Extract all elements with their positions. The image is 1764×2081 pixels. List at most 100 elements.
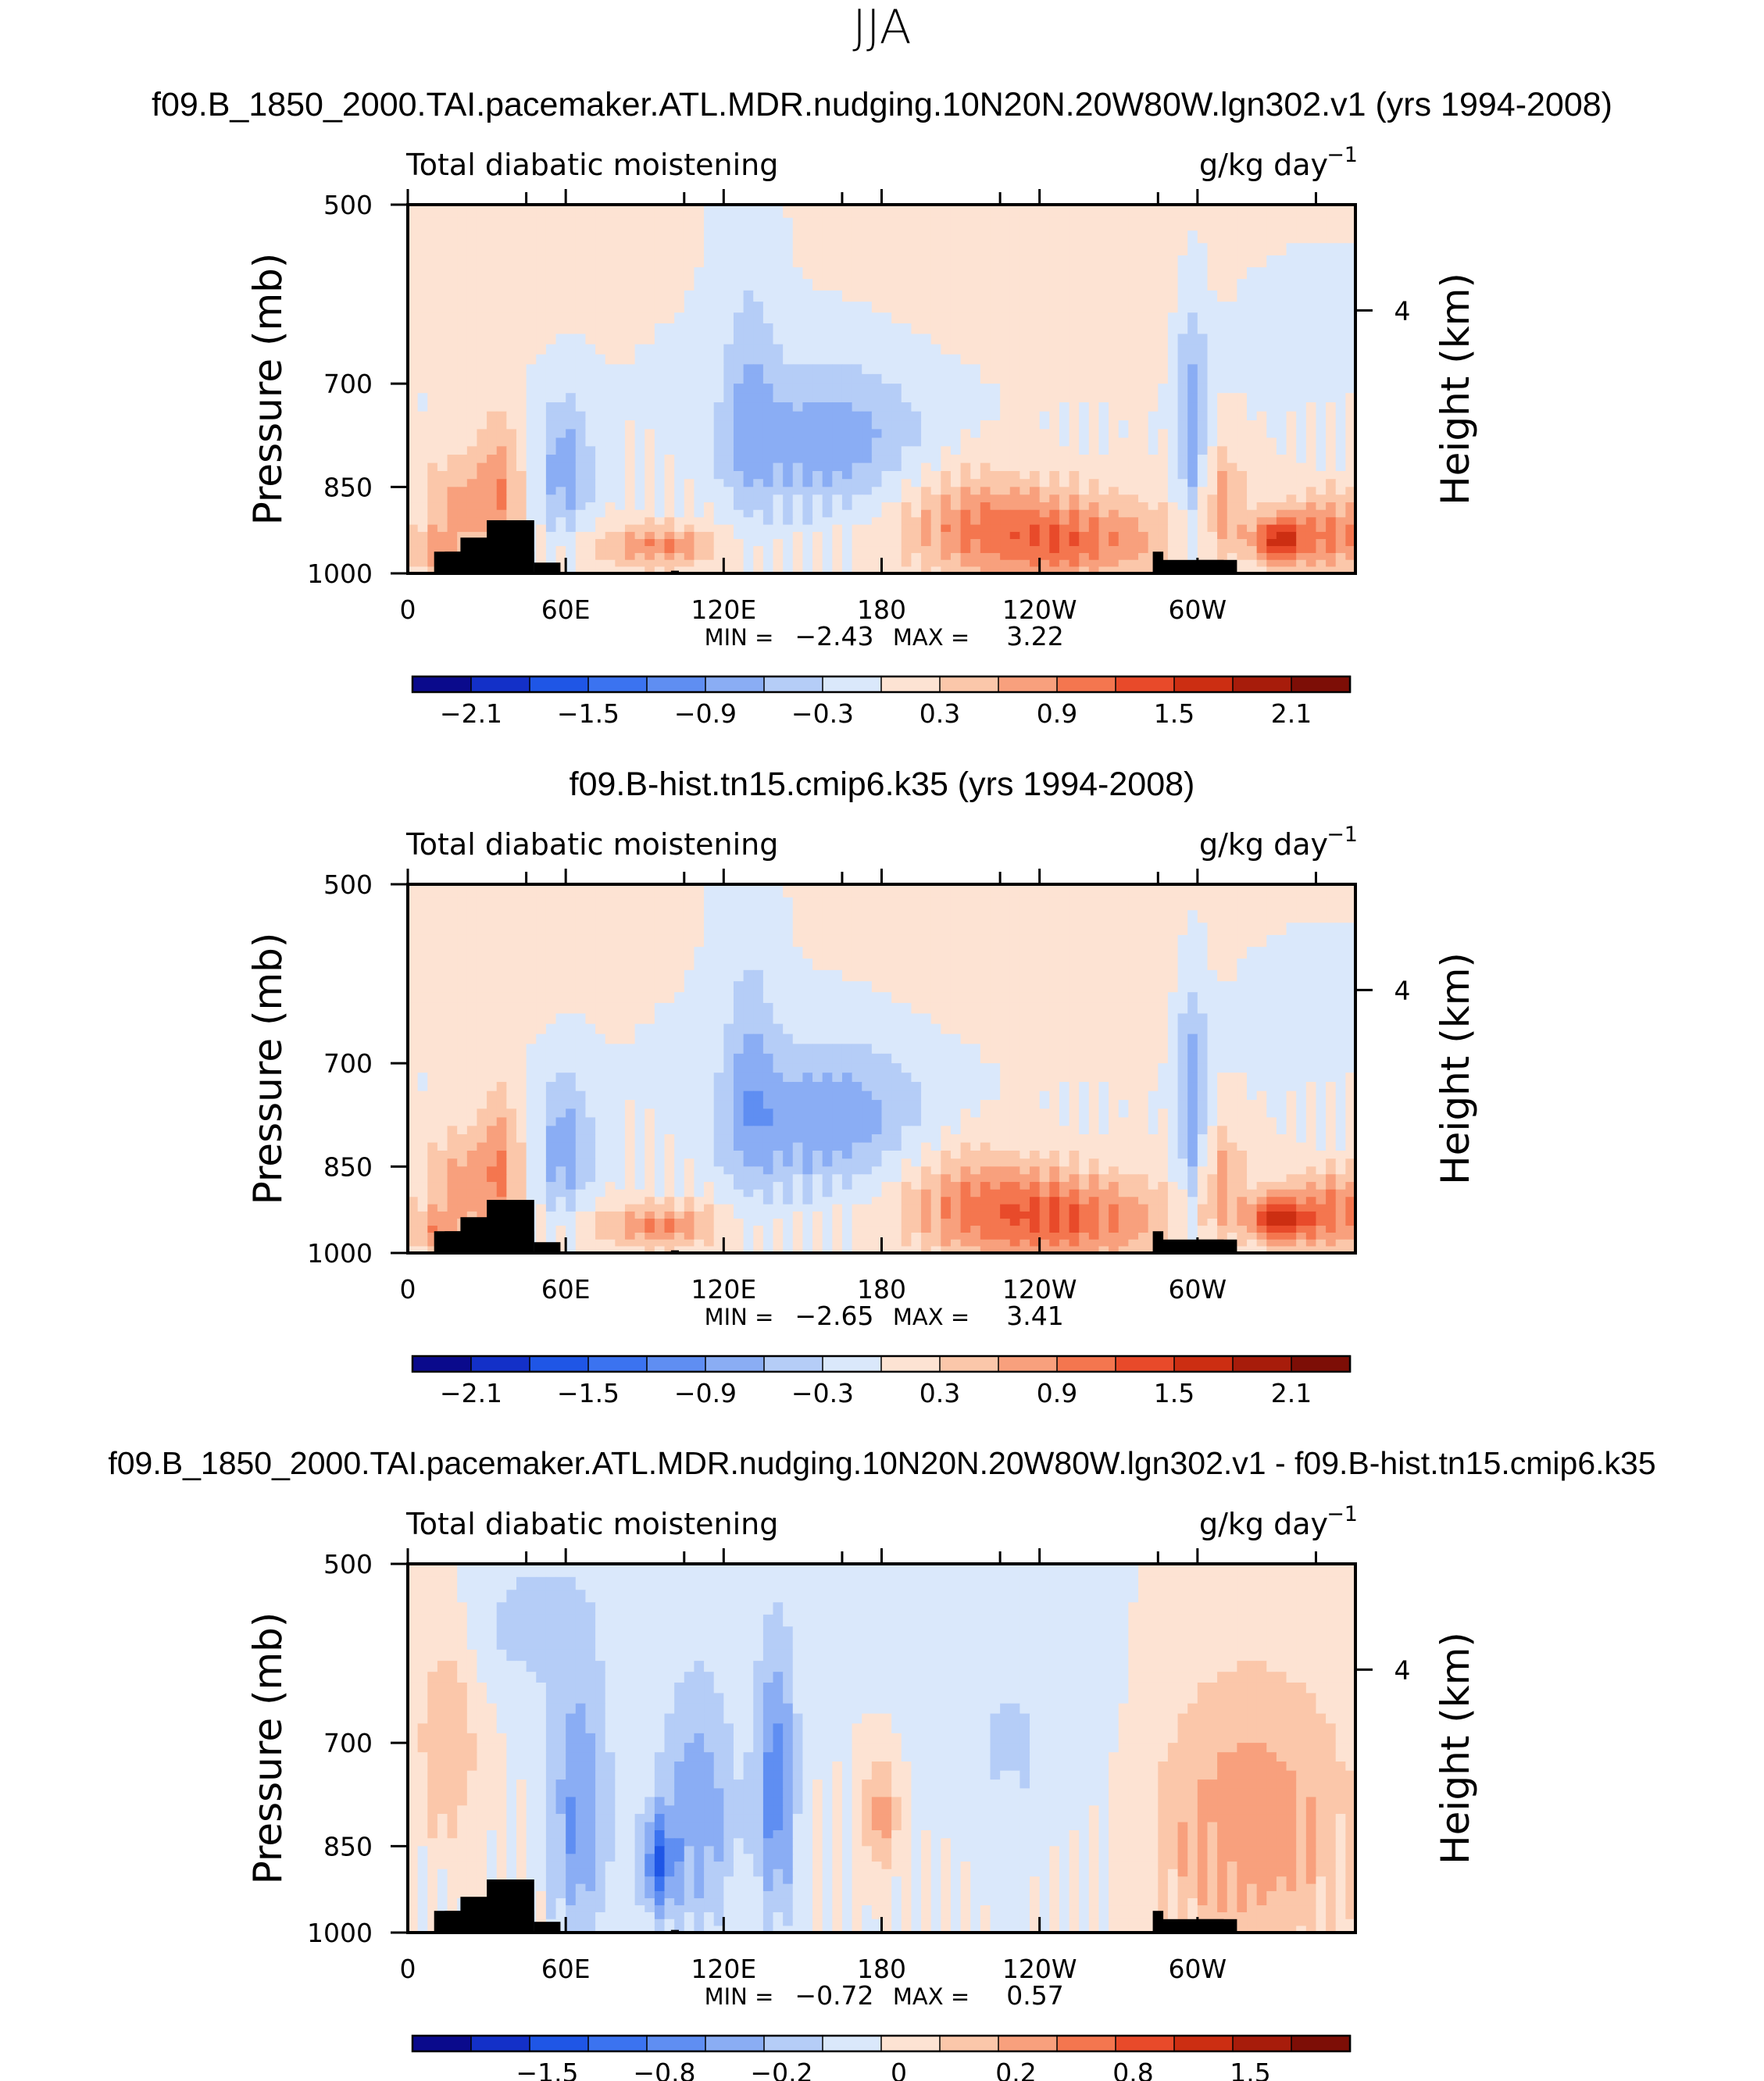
contour-cell — [852, 509, 862, 518]
contour-cell — [911, 1002, 922, 1015]
contour-cell — [694, 479, 705, 487]
contour-cell — [575, 479, 587, 487]
contour-cell — [1049, 255, 1060, 268]
contour-cell — [526, 205, 537, 219]
contour-cell — [713, 243, 724, 256]
contour-cell — [743, 411, 754, 421]
contour-cell — [555, 471, 566, 480]
contour-cell — [1266, 354, 1277, 365]
contour-cell — [1345, 302, 1356, 313]
contour-cell — [802, 205, 813, 219]
contour-cell — [1030, 502, 1041, 511]
contour-cell — [496, 462, 507, 472]
contour-cell — [1098, 230, 1109, 244]
contour-cell — [595, 230, 606, 244]
contour-cell — [1335, 471, 1346, 480]
contour-cell — [466, 411, 478, 421]
contour-cell — [852, 393, 862, 403]
contour-cell — [1187, 279, 1198, 291]
contour-cell — [1039, 471, 1050, 480]
contour-cell — [1217, 1002, 1228, 1015]
contour-cell — [1266, 446, 1277, 455]
contour-cell — [417, 429, 428, 439]
contour-cell — [1148, 255, 1159, 268]
contour-cell — [773, 429, 784, 439]
contour-cell — [1187, 509, 1198, 518]
contour-cell — [723, 255, 734, 268]
contour-cell — [911, 531, 922, 540]
contour-cell — [891, 302, 902, 313]
contour-cell — [605, 494, 616, 503]
contour-cell — [1049, 546, 1060, 554]
contour-cell — [930, 546, 941, 554]
contour-cell — [950, 494, 962, 503]
contour-cell — [871, 934, 883, 948]
contour-cell — [950, 393, 962, 403]
contour-cell — [1000, 992, 1011, 1004]
contour-cell — [457, 217, 468, 231]
contour-cell — [1098, 471, 1109, 480]
contour-cell — [1256, 420, 1267, 430]
contour-cell — [950, 290, 962, 302]
contour-cell — [881, 494, 892, 503]
contour-cell — [1266, 494, 1277, 503]
contour-cell — [921, 243, 932, 256]
contour-cell — [1019, 420, 1030, 430]
contour-cell — [605, 411, 616, 421]
contour-cell — [871, 411, 883, 421]
contour-cell — [1019, 566, 1030, 574]
contour-cell — [1345, 487, 1356, 495]
contour-cell — [1098, 494, 1109, 503]
contour-cell — [1187, 411, 1198, 421]
contour-cell — [634, 969, 645, 982]
contour-cell — [1009, 323, 1020, 335]
contour-cell — [516, 446, 527, 455]
contour-cell — [1088, 531, 1100, 540]
contour-cell — [1207, 290, 1218, 302]
contour-cell — [408, 992, 419, 1004]
contour-cell — [1217, 411, 1228, 421]
contour-cell — [1305, 462, 1317, 472]
contour-cell — [427, 279, 438, 291]
max-label: MAX = — [893, 624, 969, 651]
contour-cell — [792, 402, 804, 412]
contour-cell — [1326, 981, 1337, 993]
contour-cell — [1109, 411, 1119, 421]
contour-cell — [1286, 205, 1297, 219]
contour-cell — [1197, 243, 1209, 256]
contour-cell — [812, 402, 823, 412]
contour-cell — [733, 429, 745, 439]
contour-cell — [881, 992, 892, 1004]
contour-cell — [941, 384, 952, 394]
contour-cell — [1148, 323, 1159, 335]
contour-cell — [427, 243, 438, 256]
contour-cell — [654, 402, 666, 412]
contour-cell — [585, 981, 596, 993]
contour-cell — [1227, 969, 1237, 982]
contour-cell — [466, 437, 478, 447]
contour-cell — [1256, 411, 1267, 421]
contour-cell — [990, 992, 1001, 1004]
contour-cell — [674, 947, 685, 959]
contour-cell — [1286, 566, 1297, 574]
contour-cell — [970, 344, 981, 355]
contour-cell — [1079, 230, 1090, 244]
contour-cell — [545, 552, 557, 561]
contour-cell — [1207, 981, 1218, 993]
contour-cell — [1207, 884, 1218, 898]
contour-cell — [437, 255, 448, 268]
contour-cell — [1345, 524, 1356, 533]
contour-cell — [1039, 517, 1050, 526]
contour-cell — [1049, 446, 1060, 455]
contour-cell — [1088, 393, 1100, 403]
contour-cell — [545, 230, 557, 244]
contour-cell — [1059, 290, 1070, 302]
contour-cell — [1158, 934, 1169, 948]
contour-cell — [615, 539, 626, 547]
contour-cell — [1030, 312, 1041, 324]
contour-cell — [605, 267, 616, 280]
contour-cell — [408, 479, 419, 487]
contour-cell — [822, 539, 833, 547]
contour-cell — [595, 479, 606, 487]
contour-cell — [1167, 494, 1179, 503]
